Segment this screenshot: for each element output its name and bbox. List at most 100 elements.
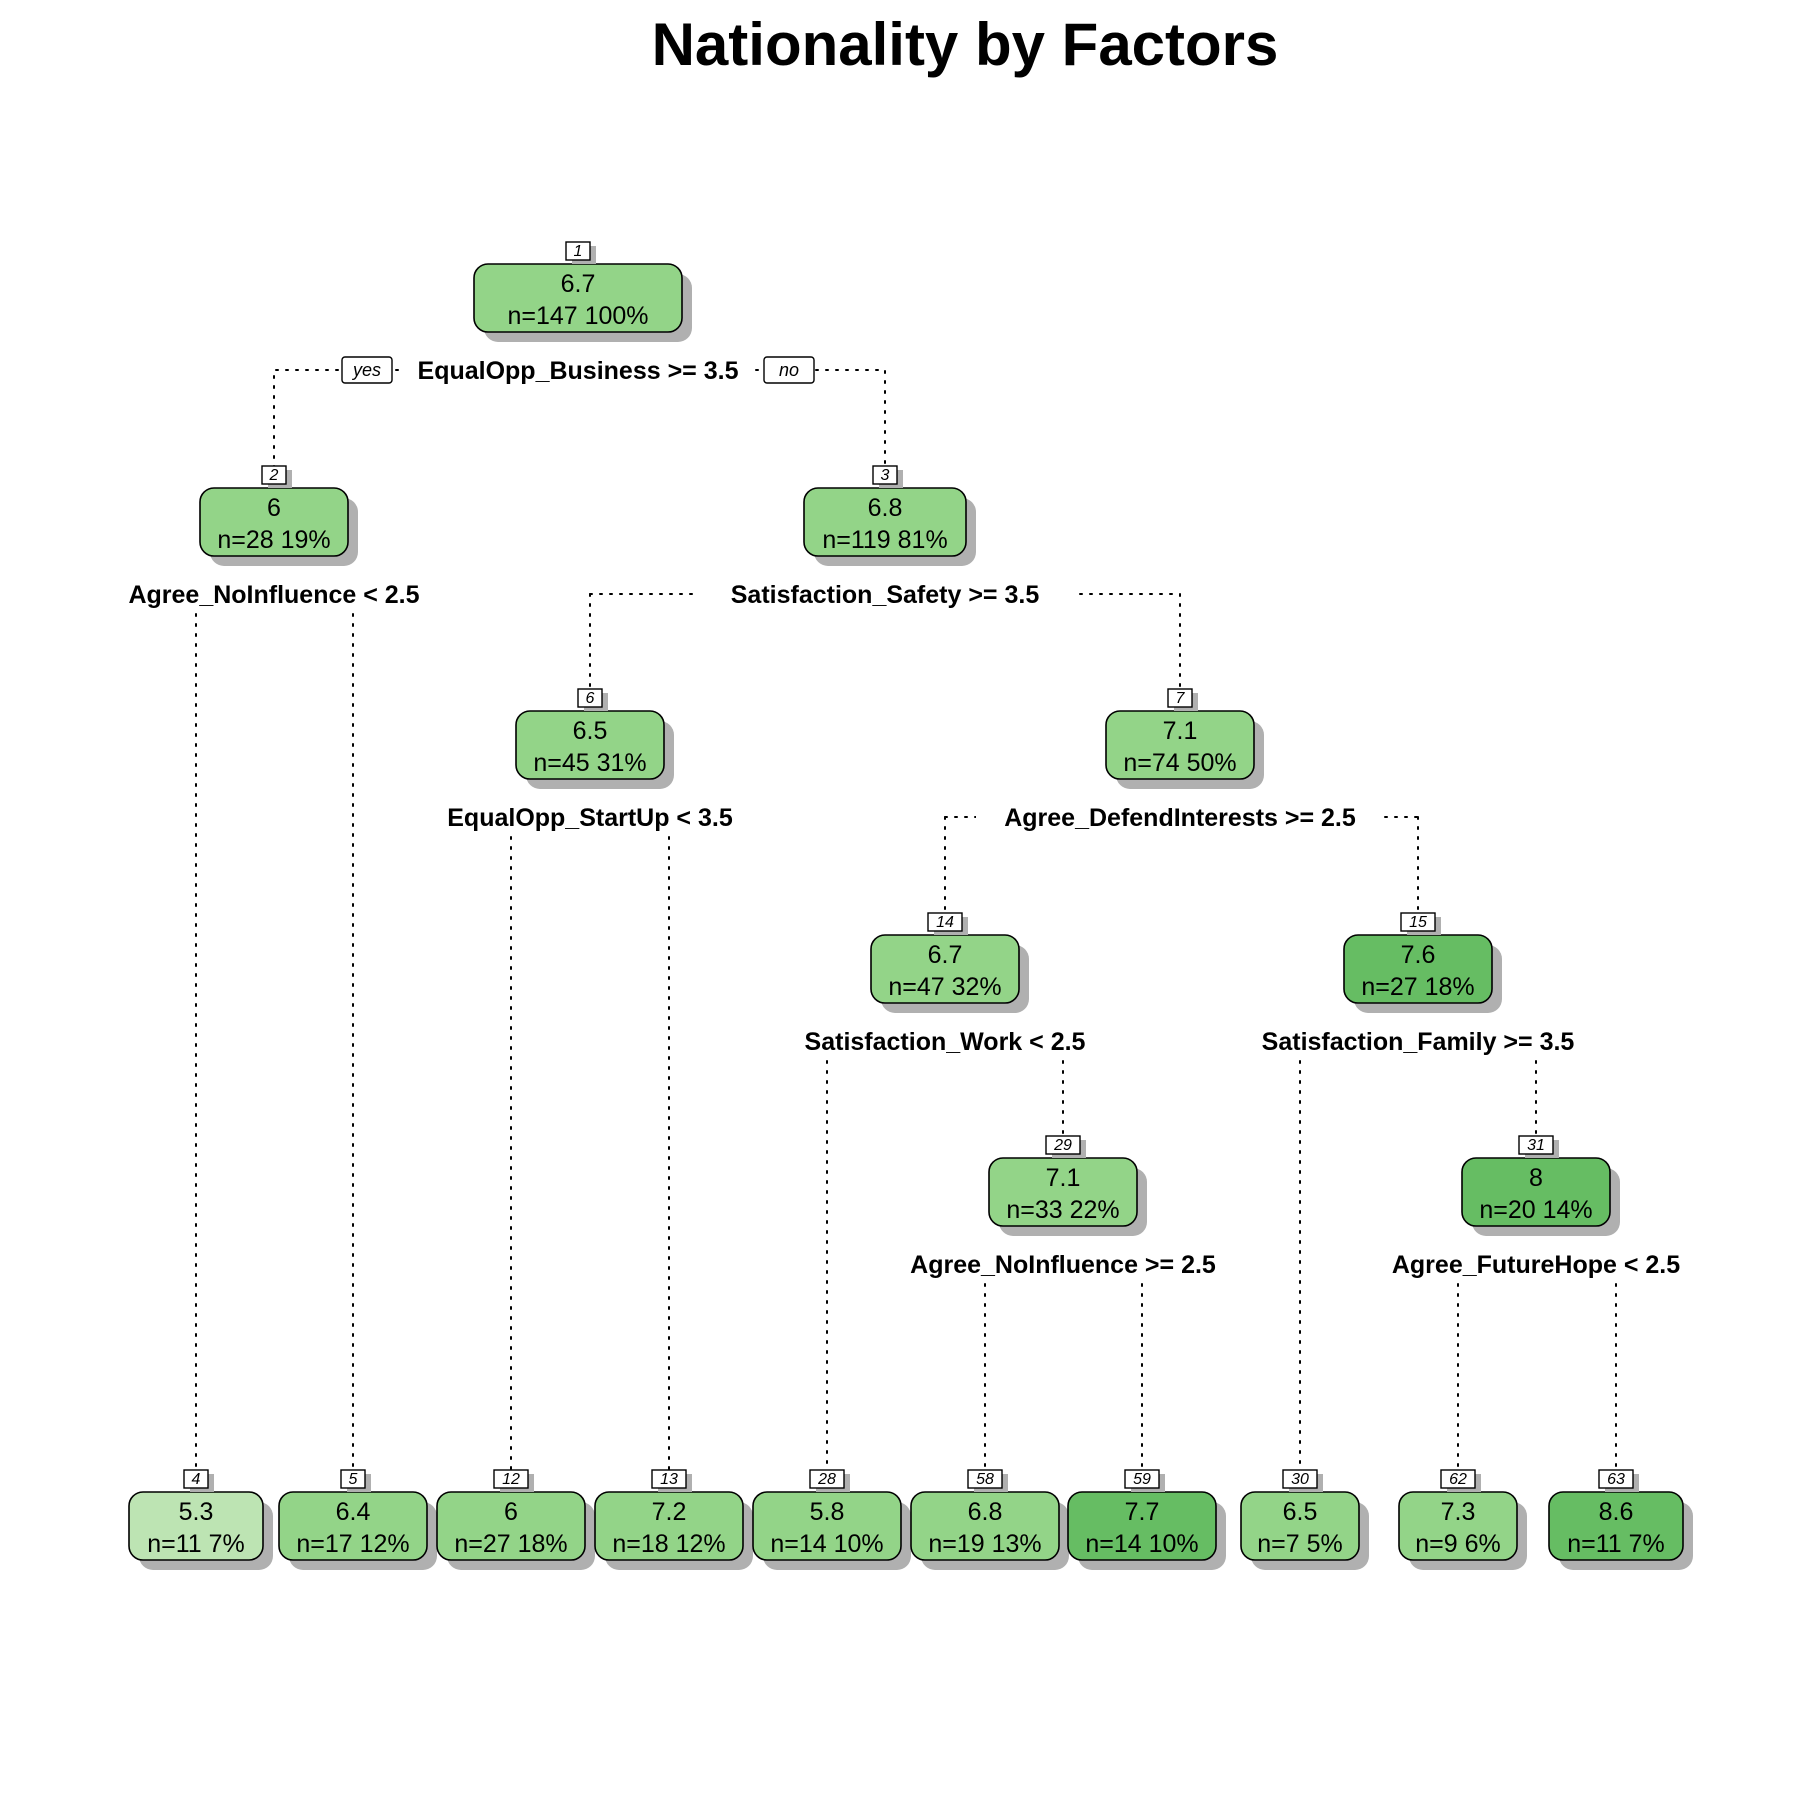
node-count: n=18 12% xyxy=(612,1530,725,1558)
leaf-node: 5 6.4 n=17 12% xyxy=(278,1469,437,1570)
node-value: 6.5 xyxy=(1283,1498,1318,1526)
node-id-box xyxy=(1167,688,1193,708)
leaf-node: 12 6 n=27 18% xyxy=(436,1469,595,1570)
node-id: 7 xyxy=(1176,690,1186,707)
node-id: 1 xyxy=(574,243,583,260)
node-id-box xyxy=(967,1469,1003,1489)
node-value: 7.2 xyxy=(652,1498,687,1526)
node-value: 7.6 xyxy=(1401,941,1436,969)
node-value: 6.5 xyxy=(573,717,608,745)
node-count: n=7 5% xyxy=(1257,1530,1343,1558)
node-id: 5 xyxy=(349,1471,358,1488)
split-label: EqualOpp_StartUp < 3.5 xyxy=(447,804,733,832)
leaf-node: 62 7.3 n=9 6% xyxy=(1398,1469,1527,1570)
chart-title: Nationality by Factors xyxy=(652,11,1279,78)
split-labels: yes no EqualOpp_Business >= 3.5 Agree_NoInf… xyxy=(105,354,1698,1279)
node-count: n=17 12% xyxy=(296,1530,409,1558)
node-id: 12 xyxy=(502,1471,520,1488)
node-id: 14 xyxy=(936,914,954,931)
edge-root xyxy=(273,369,886,469)
node-count: n=11 7% xyxy=(147,1530,245,1558)
node-id-box xyxy=(1518,1135,1554,1155)
leaf-node: 63 8.6 n=11 7% xyxy=(1548,1469,1693,1570)
tree-node: 29 7.1 n=33 22% xyxy=(988,1135,1147,1236)
node-count: n=9 6% xyxy=(1415,1530,1501,1558)
yes-label: yes xyxy=(351,360,381,380)
node-id-box xyxy=(565,241,591,261)
node-id-box xyxy=(1598,1469,1634,1489)
node-id-box xyxy=(1400,912,1436,932)
node-id: 6 xyxy=(586,690,595,707)
node-id-box xyxy=(577,688,603,708)
tree-node: 1 6.7 n=147 100% xyxy=(473,241,692,342)
node-id: 31 xyxy=(1527,1137,1545,1154)
split-label: Agree_DefendInterests >= 2.5 xyxy=(1004,804,1356,832)
node-id-box xyxy=(1124,1469,1160,1489)
node-count: n=28 19% xyxy=(217,526,330,554)
node-id: 63 xyxy=(1607,1471,1625,1488)
node-value: 8 xyxy=(1529,1164,1543,1192)
leaf-node: 59 7.7 n=14 10% xyxy=(1067,1469,1226,1570)
tree-node: 14 6.7 n=47 32% xyxy=(870,912,1029,1013)
leaf-node: 58 6.8 n=19 13% xyxy=(910,1469,1069,1570)
node-id: 15 xyxy=(1409,914,1427,931)
split-label: Satisfaction_Work < 2.5 xyxy=(805,1028,1086,1056)
yes-tag: yes xyxy=(341,356,393,384)
leaf-node: 13 7.2 n=18 12% xyxy=(594,1469,753,1570)
node-id: 3 xyxy=(881,467,890,484)
node-value: 6.7 xyxy=(928,941,963,969)
node-id: 4 xyxy=(192,1471,201,1488)
node-id-box xyxy=(183,1469,209,1489)
split-label: Agree_NoInfluence >= 2.5 xyxy=(910,1251,1216,1279)
leaf-node: 4 5.3 n=11 7% xyxy=(128,1469,273,1570)
node-value: 7.1 xyxy=(1163,717,1198,745)
node-value: 6 xyxy=(267,494,281,522)
node-count: n=45 31% xyxy=(533,749,646,777)
split-label: Satisfaction_Family >= 3.5 xyxy=(1262,1028,1575,1056)
node-id-box xyxy=(1440,1469,1476,1489)
node-count: n=147 100% xyxy=(507,302,648,330)
no-label: no xyxy=(779,360,799,380)
node-id-box xyxy=(872,465,898,485)
tree-node: 6 6.5 n=45 31% xyxy=(515,688,674,789)
node-id: 62 xyxy=(1449,1471,1467,1488)
node-id-box xyxy=(809,1469,845,1489)
node-count: n=74 50% xyxy=(1123,749,1236,777)
node-value: 6.8 xyxy=(968,1498,1003,1526)
node-id-box xyxy=(261,465,287,485)
node-count: n=14 10% xyxy=(1085,1530,1198,1558)
node-count: n=27 18% xyxy=(1361,973,1474,1001)
node-value: 6.8 xyxy=(868,494,903,522)
node-id-box xyxy=(1045,1135,1081,1155)
split-label: Agree_NoInfluence < 2.5 xyxy=(128,581,419,609)
node-id: 29 xyxy=(1053,1137,1072,1154)
node-id: 2 xyxy=(269,467,279,484)
split-label: Agree_FutureHope < 2.5 xyxy=(1392,1251,1680,1279)
tree-nodes: 1 6.7 n=147 100% 2 6 n=28 19% 3 6.8 n=119 81% 6 6.… xyxy=(128,241,1693,1570)
node-id: 59 xyxy=(1133,1471,1151,1488)
node-value: 7.3 xyxy=(1441,1498,1476,1526)
node-value: 7.7 xyxy=(1125,1498,1160,1526)
tree-node: 2 6 n=28 19% xyxy=(199,465,358,566)
node-id-box xyxy=(340,1469,366,1489)
node-value: 8.6 xyxy=(1599,1498,1634,1526)
node-id: 13 xyxy=(660,1471,678,1488)
no-tag: no xyxy=(763,356,815,384)
node-value: 6.7 xyxy=(561,270,596,298)
split-label: Satisfaction_Safety >= 3.5 xyxy=(731,581,1040,609)
leaf-node: 30 6.5 n=7 5% xyxy=(1240,1469,1369,1570)
node-value: 5.8 xyxy=(810,1498,845,1526)
split-label: EqualOpp_Business >= 3.5 xyxy=(418,357,739,385)
tree-node: 15 7.6 n=27 18% xyxy=(1343,912,1502,1013)
node-id-box xyxy=(927,912,963,932)
node-id-box xyxy=(1282,1469,1318,1489)
node-value: 6.4 xyxy=(336,1498,371,1526)
node-count: n=20 14% xyxy=(1479,1196,1592,1224)
tree-node: 3 6.8 n=119 81% xyxy=(803,465,976,566)
tree-node: 31 8 n=20 14% xyxy=(1461,1135,1620,1236)
node-count: n=11 7% xyxy=(1567,1530,1665,1558)
leaf-node: 28 5.8 n=14 10% xyxy=(752,1469,911,1570)
tree-node: 7 7.1 n=74 50% xyxy=(1105,688,1264,789)
node-id: 30 xyxy=(1291,1471,1309,1488)
